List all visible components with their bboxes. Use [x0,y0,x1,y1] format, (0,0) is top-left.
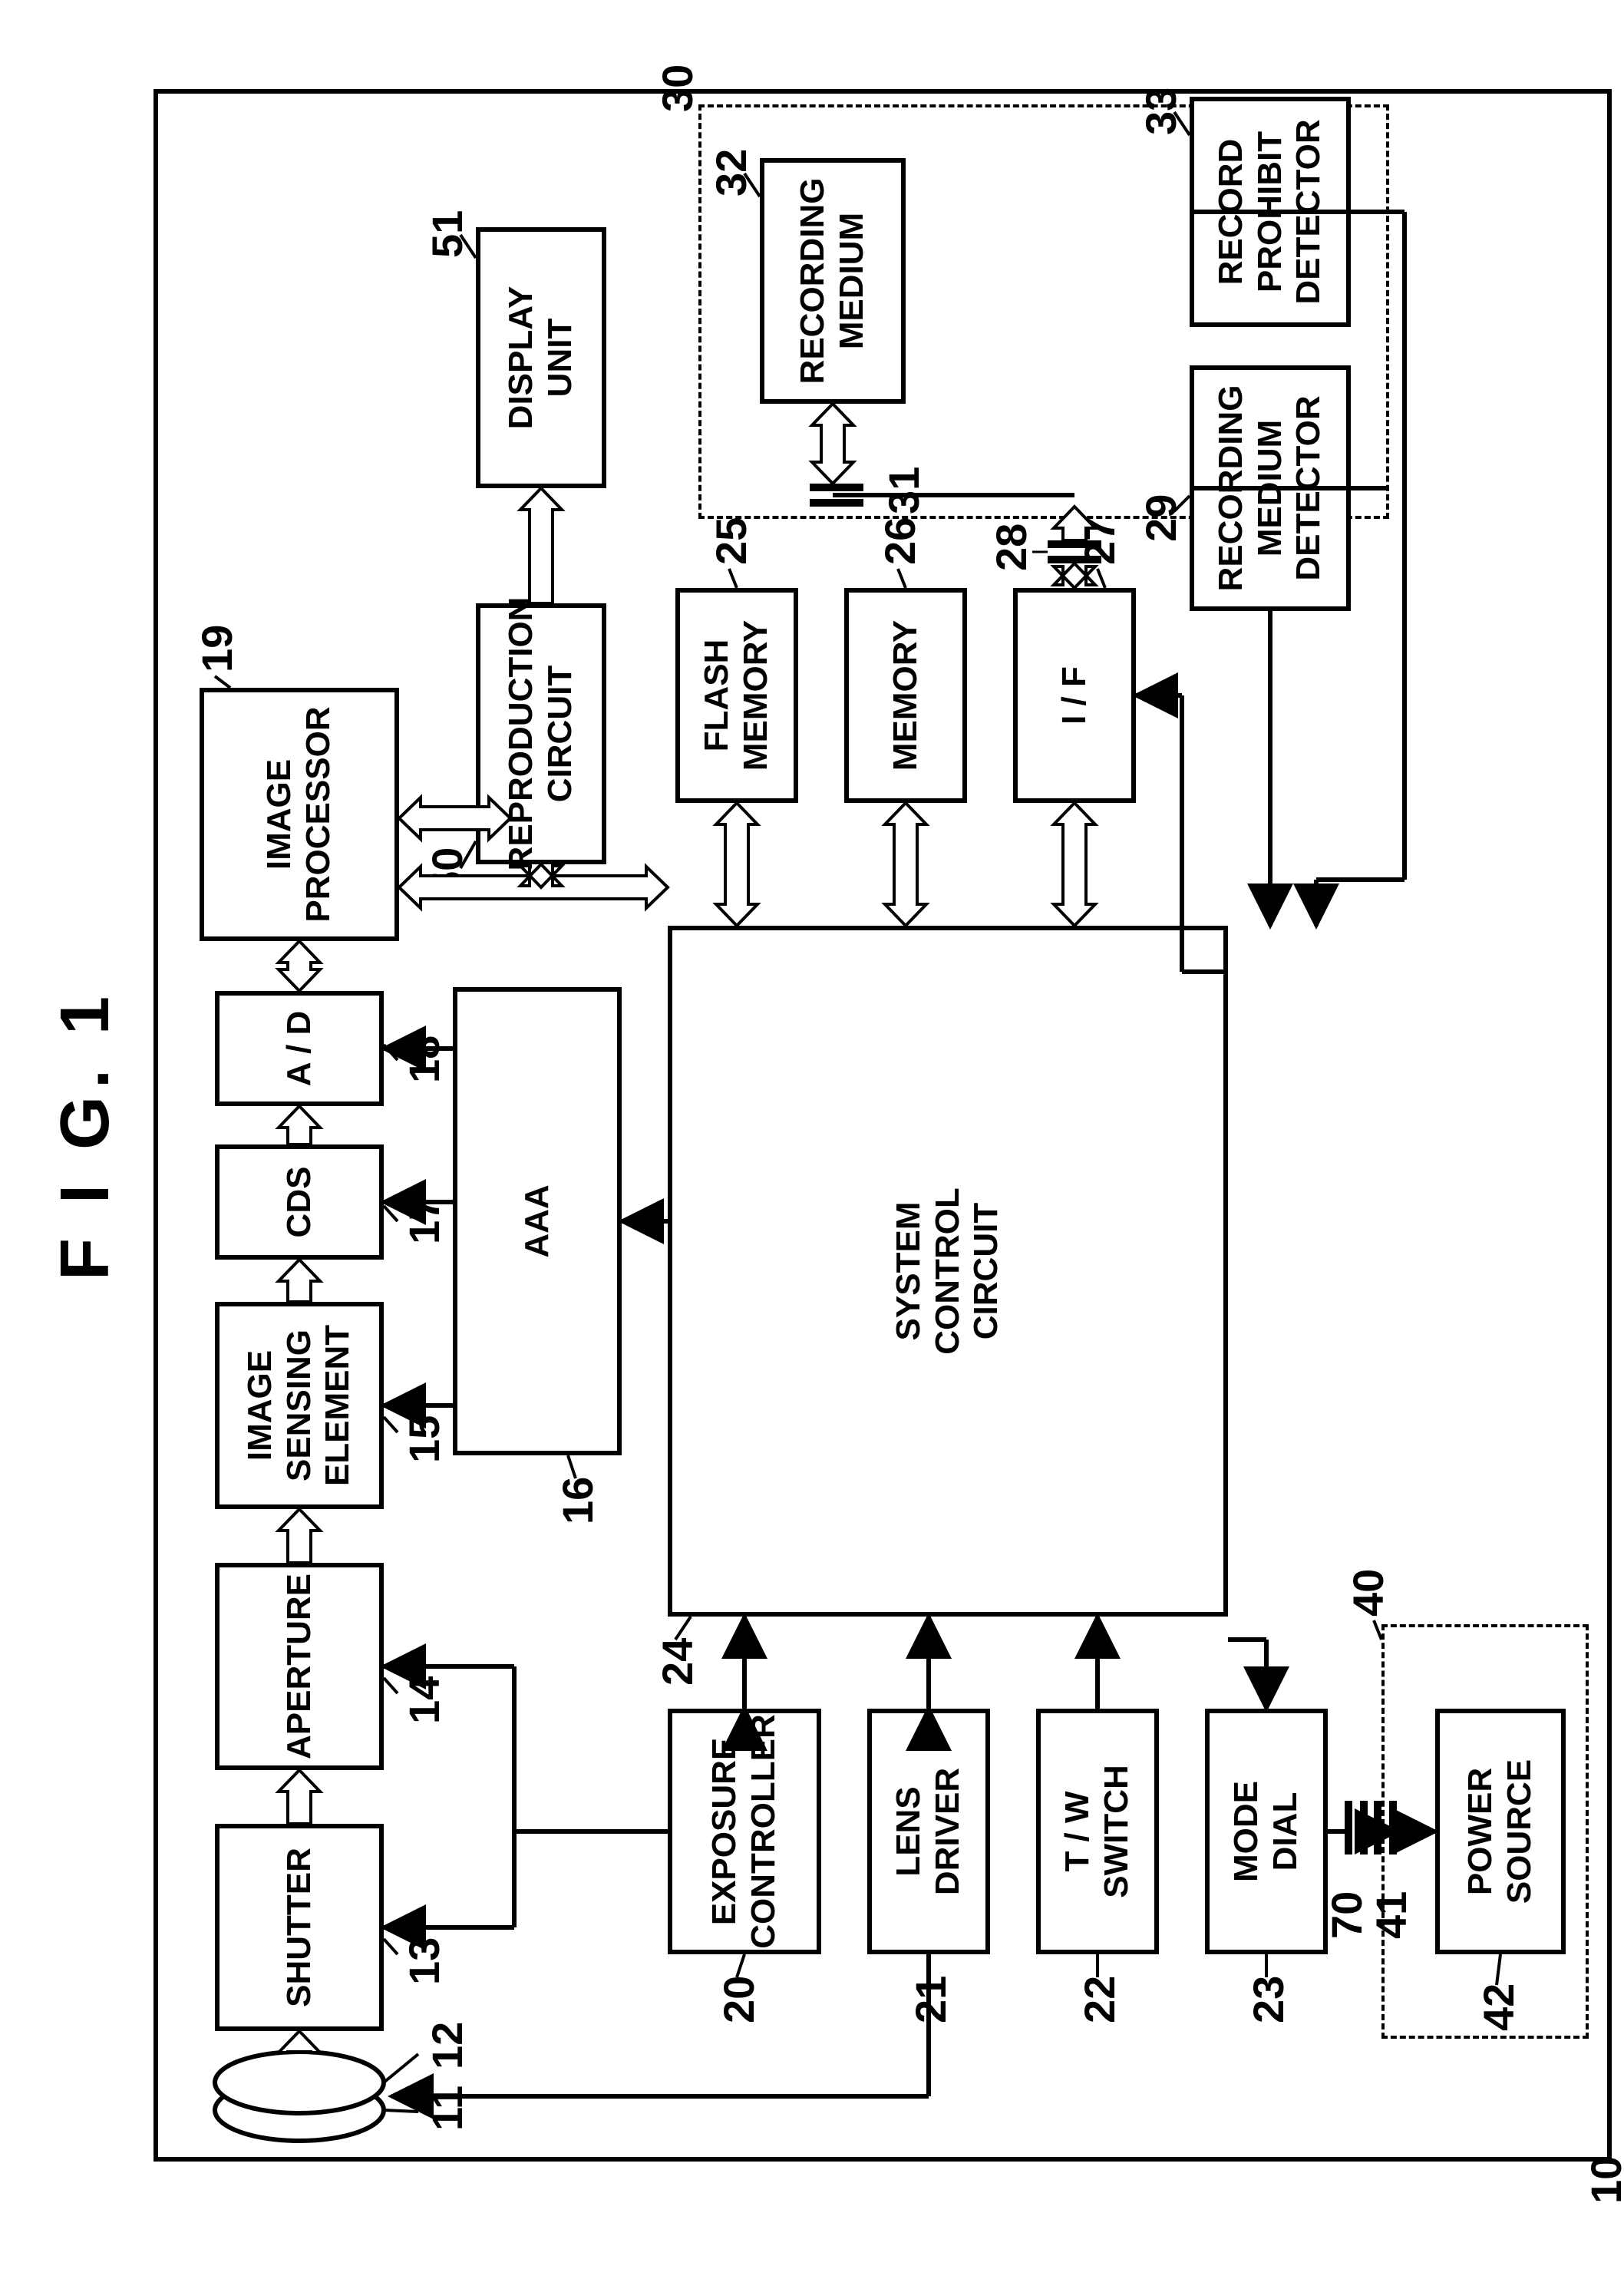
ise-label: IMAGESENSINGELEMENT [241,1325,358,1486]
if-label: I / F [1055,666,1094,725]
ref-40: 40 [1343,1569,1393,1617]
ref-41: 41 [1366,1891,1416,1939]
ref-26: 26 [875,517,925,565]
cds-label: CDS [280,1167,319,1238]
shutter-label: SHUTTER [280,1848,319,2007]
image-processor-block: IMAGEPROCESSOR [200,688,399,941]
ref-70: 70 [1322,1891,1371,1939]
ref-14: 14 [399,1676,449,1724]
aaa-block: AAA [453,987,622,1455]
ref-15: 15 [399,1415,449,1463]
display-label: DISPLAYUNIT [502,286,579,430]
recording-medium-block: RECORDINGMEDIUM [760,158,906,404]
record-prohibit-detector-block: RECORDPROHIBITDETECTOR [1190,97,1351,327]
display-unit-block: DISPLAYUNIT [476,227,606,488]
power-label: POWERSOURCE [1461,1759,1539,1904]
ref-50: 50 [422,847,472,895]
ref-30: 30 [652,64,702,112]
ref-23: 23 [1243,1976,1293,2023]
lens-driver-block: LENSDRIVER [867,1709,990,1954]
ref-32: 32 [706,149,756,197]
ref-25: 25 [706,517,756,565]
ref-24: 24 [652,1638,702,1686]
ad-label: A / D [280,1011,319,1087]
recdet-label: RECORDINGMEDIUMDETECTOR [1212,385,1329,592]
ref-33: 33 [1136,88,1186,135]
diagram-container: F I G. 1 SHUTTER APERTURE IMAGESENSINGEL… [0,0,1624,2269]
ref-11: 11 [422,2086,472,2131]
figure-title: F I G. 1 [46,989,125,1280]
image-sensing-element-block: IMAGESENSINGELEMENT [215,1302,384,1509]
ref-20: 20 [714,1976,764,2023]
modedial-label: MODEDIAL [1227,1781,1305,1882]
ref-27: 27 [1074,517,1124,565]
recmed-label: RECORDINGMEDIUM [794,178,871,385]
shutter-block: SHUTTER [215,1824,384,2031]
exposure-label: EXPOSURECONTROLLER [705,1714,783,1949]
system-control-circuit-block: SYSTEMCONTROLCIRCUIT [668,926,1228,1617]
aaa-label: AAA [518,1184,557,1257]
ref-22: 22 [1074,1976,1124,2023]
reproduction-circuit-block: REPRODUCTIONCIRCUIT [476,603,606,864]
ref-12: 12 [422,2022,472,2069]
aperture-label: APERTURE [280,1574,319,1759]
ref-21: 21 [906,1976,956,2023]
memory-label: MEMORY [886,620,926,771]
ref-29: 29 [1136,494,1186,542]
ref-28: 28 [986,523,1036,571]
cds-block: CDS [215,1144,384,1260]
lensdrv-label: LENSDRIVER [890,1768,967,1895]
flash-label: FLASHMEMORY [698,620,775,771]
ref-18: 18 [399,1035,449,1083]
ref-10: 10 [1581,2156,1624,2204]
canvas: F I G. 1 SHUTTER APERTURE IMAGESENSINGEL… [0,0,1624,2269]
power-source-block: POWERSOURCE [1435,1709,1566,1954]
recproh-label: RECORDPROHIBITDETECTOR [1212,119,1329,304]
recording-medium-detector-block: RECORDINGMEDIUMDETECTOR [1190,365,1351,611]
mode-dial-block: MODEDIAL [1205,1709,1328,1954]
exposure-controller-block: EXPOSURECONTROLLER [668,1709,821,1954]
imgproc-label: IMAGEPROCESSOR [260,706,338,922]
interface-block: I / F [1013,588,1136,803]
aperture-block: APERTURE [215,1563,384,1770]
tw-switch-block: T / WSWITCH [1036,1709,1159,1954]
repro-label: REPRODUCTIONCIRCUIT [502,597,579,871]
ad-block: A / D [215,991,384,1106]
ref-17: 17 [399,1197,449,1244]
ref-42: 42 [1474,1983,1523,2031]
ref-16: 16 [553,1477,602,1524]
flash-memory-block: FLASHMEMORY [675,588,798,803]
ref-51: 51 [422,210,472,258]
ref-13: 13 [399,1937,449,1985]
ref-31: 31 [879,467,929,514]
syscc-label: SYSTEMCONTROLCIRCUIT [890,1187,1006,1355]
memory-block: MEMORY [844,588,967,803]
ref-19: 19 [192,625,242,672]
twswitch-label: T / WSWITCH [1058,1765,1136,1898]
